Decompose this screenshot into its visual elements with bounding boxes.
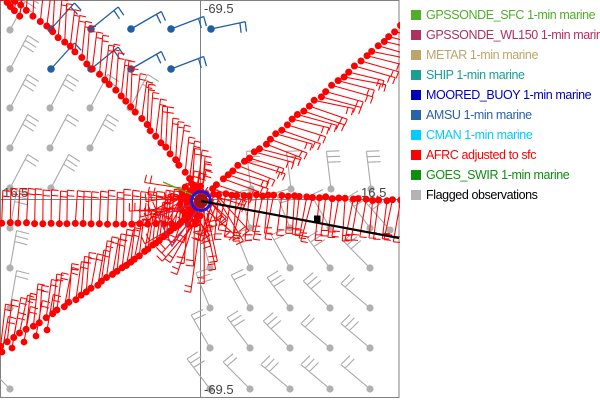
svg-text:-69.5: -69.5	[204, 382, 234, 397]
svg-text:-69.5: -69.5	[204, 1, 234, 16]
svg-text:16.5: 16.5	[3, 185, 28, 200]
